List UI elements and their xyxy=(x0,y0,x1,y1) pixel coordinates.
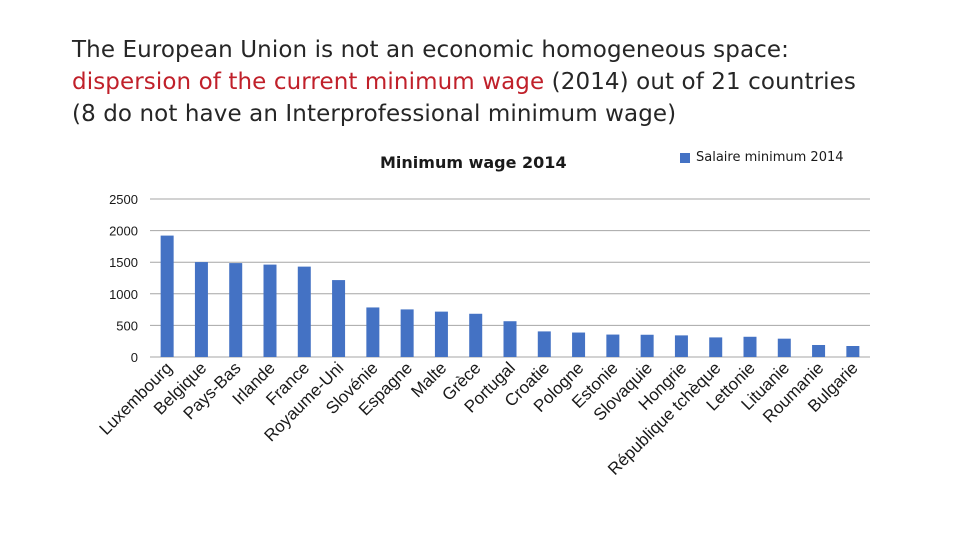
bar xyxy=(229,263,243,357)
y-tick-label: 1500 xyxy=(109,255,138,270)
bar xyxy=(572,332,586,357)
title-line-2-rest: (2014) out of 21 countries xyxy=(544,69,856,95)
bar xyxy=(434,311,448,357)
bar xyxy=(674,335,688,357)
title-line-1: The European Union is not an economic ho… xyxy=(72,37,789,63)
bar xyxy=(812,344,826,357)
y-tick-label: 2500 xyxy=(109,192,138,207)
bar xyxy=(640,334,654,357)
bar xyxy=(503,321,517,357)
title-line-3: (8 do not have an Interprofessional mini… xyxy=(72,101,677,127)
legend-swatch xyxy=(680,152,690,163)
bar xyxy=(160,235,174,357)
bar xyxy=(469,313,483,357)
chart-title: Minimum wage 2014 xyxy=(380,153,567,172)
bar xyxy=(777,338,791,357)
y-tick-label: 0 xyxy=(131,350,138,365)
bar xyxy=(846,346,860,357)
slide-title: The European Union is not an economic ho… xyxy=(72,34,932,130)
bar xyxy=(709,337,723,357)
bar xyxy=(332,280,346,357)
chart-legend: Salaire minimum 2014 xyxy=(680,150,844,165)
y-tick-label: 500 xyxy=(116,318,138,333)
bar xyxy=(263,264,277,357)
bar xyxy=(400,309,414,357)
bar xyxy=(743,336,757,357)
bar xyxy=(297,266,311,357)
bar xyxy=(537,331,551,357)
bar xyxy=(366,307,380,357)
legend-label: Salaire minimum 2014 xyxy=(696,150,844,165)
bar xyxy=(194,262,208,357)
title-highlight: dispersion of the current minimum wage xyxy=(72,69,545,95)
y-tick-label: 1000 xyxy=(109,287,138,302)
bar xyxy=(606,334,620,357)
title-line-2: dispersion of the current minimum wage (… xyxy=(72,66,932,98)
y-tick-label: 2000 xyxy=(109,224,138,239)
